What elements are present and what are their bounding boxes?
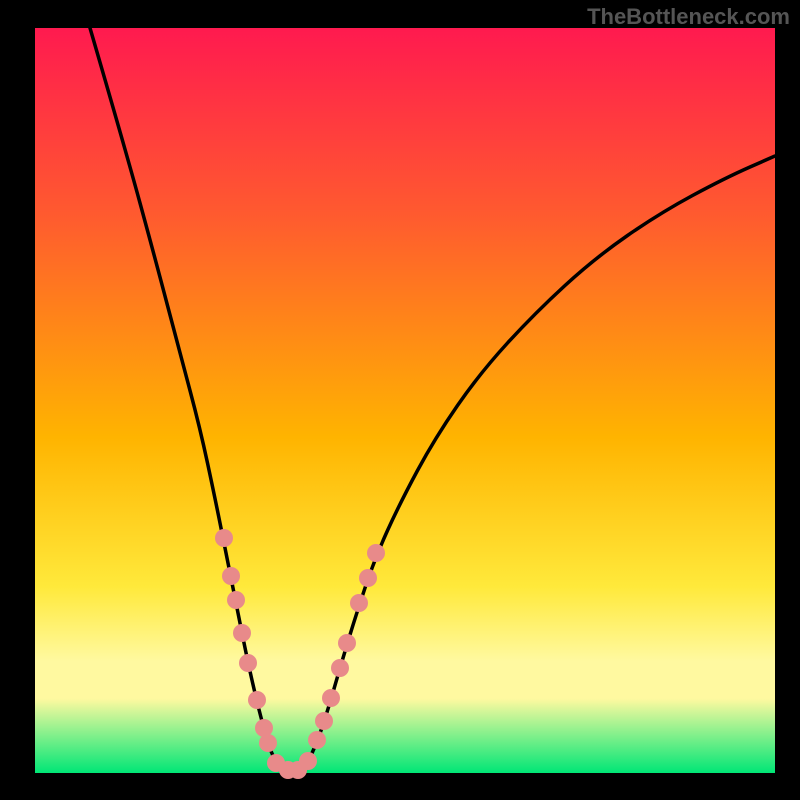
data-marker (322, 689, 340, 707)
data-marker (299, 752, 317, 770)
data-marker (331, 659, 349, 677)
data-marker (222, 567, 240, 585)
data-marker (315, 712, 333, 730)
data-marker (359, 569, 377, 587)
watermark-text: TheBottleneck.com (587, 4, 790, 30)
data-marker (227, 591, 245, 609)
curve-right (305, 156, 775, 768)
data-marker (350, 594, 368, 612)
data-marker (248, 691, 266, 709)
data-marker (308, 731, 326, 749)
data-marker (215, 529, 233, 547)
data-marker (259, 734, 277, 752)
data-marker (338, 634, 356, 652)
data-marker (367, 544, 385, 562)
bottleneck-curve (35, 28, 775, 773)
plot-area (35, 28, 775, 773)
data-marker (239, 654, 257, 672)
data-marker (233, 624, 251, 642)
